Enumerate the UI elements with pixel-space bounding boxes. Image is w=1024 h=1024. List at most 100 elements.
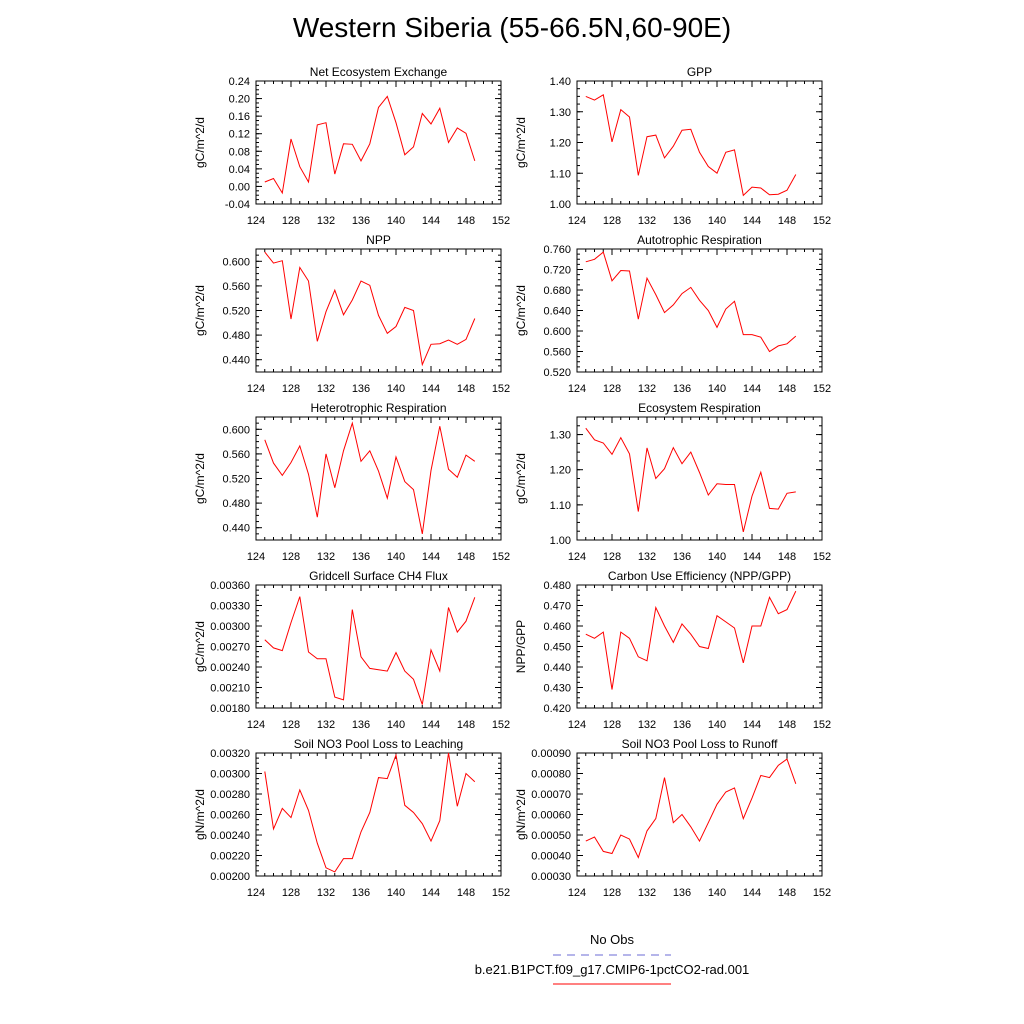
- y-tick-label: 1.00: [550, 535, 571, 547]
- y-tick-label: 1.10: [550, 500, 571, 512]
- y-tick-label: 0.24: [229, 76, 250, 88]
- chart-title: Soil NO3 Pool Loss to Leaching: [294, 737, 463, 751]
- chart-panel: Soil NO3 Pool Loss to Runoff gN/m^2/d 124 1…: [514, 737, 831, 899]
- y-axis-label: gN/m^2/d: [514, 789, 528, 840]
- y-axis-label: gN/m^2/d: [193, 789, 207, 840]
- x-tick-label: 152: [813, 887, 831, 899]
- y-tick-label: 0.440: [543, 662, 571, 674]
- chart-panel: NPP gC/m^2/d 124 128 132 136 140 144 148 152 0.440…: [193, 233, 510, 395]
- x-tick-label: 144: [743, 383, 761, 395]
- x-tick-label: 124: [568, 215, 586, 227]
- y-tick-label: 0.600: [222, 424, 250, 436]
- plot-frame: [576, 248, 823, 373]
- y-tick-label: 0.00060: [531, 810, 571, 822]
- x-tick-label: 144: [422, 383, 440, 395]
- x-tick-label: 152: [492, 719, 510, 731]
- y-tick-label: 0.12: [229, 129, 250, 141]
- x-tick-label: 148: [457, 383, 475, 395]
- x-tick-label: 144: [422, 215, 440, 227]
- y-tick-label: 1.40: [550, 76, 571, 88]
- y-tick-label: 1.20: [550, 465, 571, 477]
- y-tick-label: 0.470: [543, 601, 571, 613]
- series-line: [585, 93, 797, 197]
- x-tick-label: 136: [673, 215, 691, 227]
- x-tick-label: 148: [457, 887, 475, 899]
- y-tick-label: 0.420: [543, 703, 571, 715]
- y-tick-label: 0.680: [543, 285, 571, 297]
- x-tick-label: 132: [317, 215, 335, 227]
- x-tick-label: 140: [387, 887, 405, 899]
- x-tick-label: 124: [568, 383, 586, 395]
- plot-frame: [255, 80, 502, 205]
- series-line: [585, 251, 797, 353]
- y-tick-label: 0.00180: [210, 703, 250, 715]
- y-axis-label: gC/m^2/d: [193, 621, 207, 672]
- chart-panel: Net Ecosystem Exchange gC/m^2/d 124 128 132 1…: [193, 65, 510, 227]
- x-tick-label: 152: [492, 383, 510, 395]
- x-tick-label: 140: [387, 383, 405, 395]
- y-tick-label: 0.460: [543, 621, 571, 633]
- x-tick-label: 132: [638, 719, 656, 731]
- x-tick-label: 152: [492, 887, 510, 899]
- y-tick-label: -0.04: [225, 199, 250, 211]
- y-tick-label: 0.560: [543, 347, 571, 359]
- chart-title: Soil NO3 Pool Loss to Runoff: [622, 737, 779, 751]
- chart-title: Net Ecosystem Exchange: [310, 65, 448, 79]
- x-tick-label: 128: [603, 719, 621, 731]
- x-tick-label: 136: [673, 551, 691, 563]
- x-tick-label: 132: [638, 215, 656, 227]
- x-tick-label: 136: [673, 719, 691, 731]
- x-tick-label: 124: [568, 551, 586, 563]
- x-tick-label: 132: [638, 887, 656, 899]
- x-tick-label: 128: [282, 551, 300, 563]
- x-tick-label: 148: [457, 551, 475, 563]
- y-tick-label: 1.30: [550, 430, 571, 442]
- x-tick-label: 132: [317, 719, 335, 731]
- x-tick-label: 152: [813, 551, 831, 563]
- y-tick-label: 0.520: [222, 474, 250, 486]
- y-tick-label: 0.00320: [210, 748, 250, 760]
- x-tick-label: 140: [708, 887, 726, 899]
- y-tick-label: 0.480: [543, 580, 571, 592]
- series-line: [264, 752, 476, 873]
- y-tick-label: 0.00330: [210, 601, 250, 613]
- chart-panel: Gridcell Surface CH4 Flux gC/m^2/d 124 128 1…: [193, 569, 510, 731]
- plot-frame: [576, 416, 823, 541]
- chart-title: Gridcell Surface CH4 Flux: [309, 569, 448, 583]
- y-tick-label: 0.00300: [210, 769, 250, 781]
- y-tick-label: 0.16: [229, 111, 250, 123]
- x-tick-label: 144: [422, 719, 440, 731]
- x-tick-label: 124: [247, 383, 265, 395]
- chart-panel: Carbon Use Efficiency (NPP/GPP) NPP/GPP 12…: [514, 569, 831, 731]
- x-tick-label: 140: [387, 719, 405, 731]
- y-axis-label: gC/m^2/d: [514, 117, 528, 168]
- x-tick-label: 128: [282, 215, 300, 227]
- x-tick-label: 128: [282, 719, 300, 731]
- x-tick-label: 148: [778, 719, 796, 731]
- x-tick-label: 144: [422, 887, 440, 899]
- series-line: [264, 596, 476, 705]
- x-tick-label: 132: [638, 551, 656, 563]
- y-tick-label: 0.00280: [210, 789, 250, 801]
- series-line: [264, 251, 476, 367]
- plot-frame: [255, 584, 502, 709]
- y-tick-label: 0.00040: [531, 851, 571, 863]
- y-tick-label: 1.00: [550, 199, 571, 211]
- x-tick-label: 136: [352, 215, 370, 227]
- y-tick-label: 0.00270: [210, 642, 250, 654]
- x-tick-label: 128: [603, 887, 621, 899]
- y-tick-label: 0.00210: [210, 683, 250, 695]
- y-tick-label: 0.520: [222, 306, 250, 318]
- y-tick-label: 1.10: [550, 168, 571, 180]
- x-tick-label: 152: [492, 551, 510, 563]
- y-tick-label: 0.600: [543, 326, 571, 338]
- y-tick-label: 0.00: [229, 181, 250, 193]
- chart-title: NPP: [366, 233, 391, 247]
- plot-frame: [576, 80, 823, 205]
- y-tick-label: 0.00070: [531, 789, 571, 801]
- x-tick-label: 132: [317, 887, 335, 899]
- x-tick-label: 144: [743, 551, 761, 563]
- plot-frame: [255, 416, 502, 541]
- y-axis-label: gC/m^2/d: [514, 453, 528, 504]
